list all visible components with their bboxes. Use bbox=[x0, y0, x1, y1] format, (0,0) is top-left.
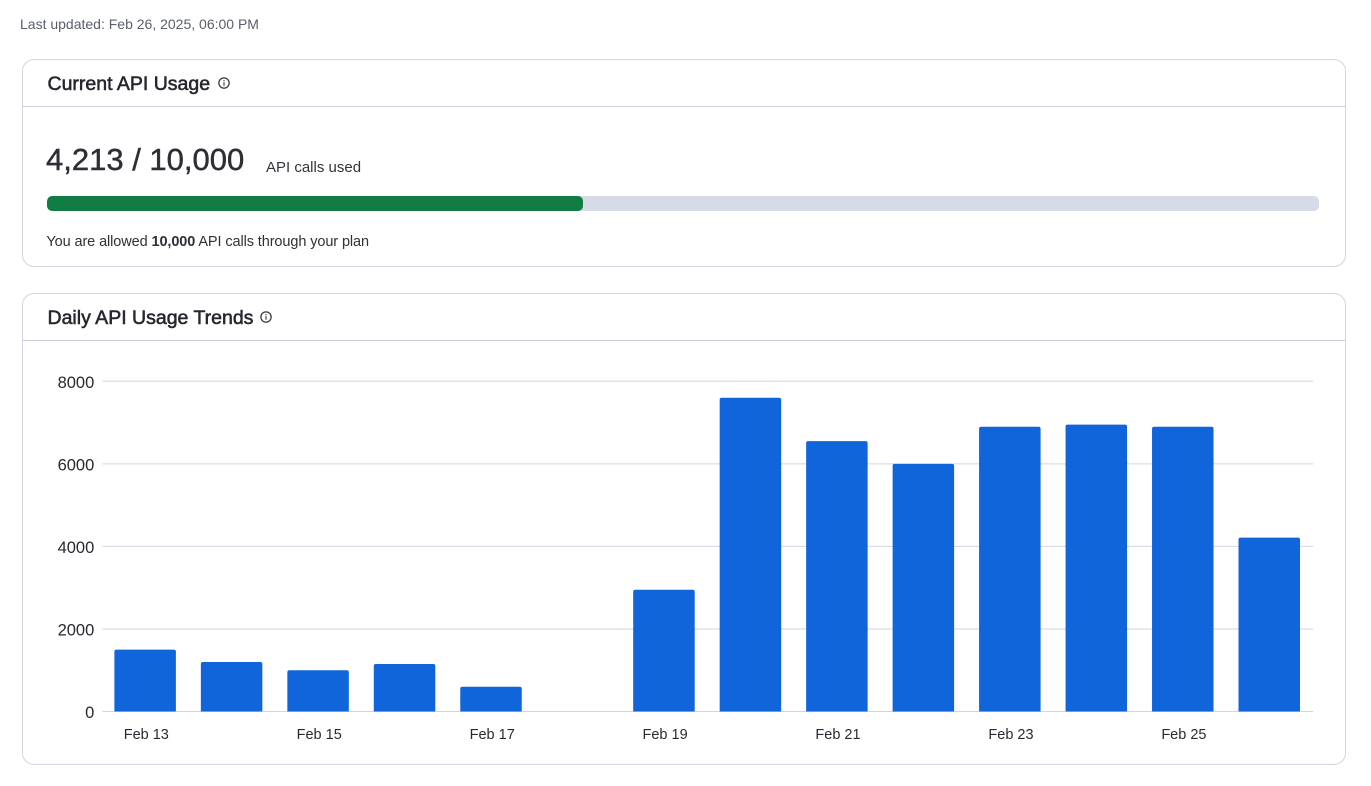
svg-text:2000: 2000 bbox=[57, 621, 94, 639]
svg-text:8000: 8000 bbox=[57, 374, 94, 392]
svg-text:Feb 17: Feb 17 bbox=[469, 727, 514, 743]
svg-text:Feb 23: Feb 23 bbox=[988, 727, 1033, 743]
svg-text:Feb 21: Feb 21 bbox=[815, 727, 860, 743]
svg-text:Feb 25: Feb 25 bbox=[1161, 727, 1206, 743]
svg-text:0: 0 bbox=[85, 704, 94, 722]
svg-text:4000: 4000 bbox=[57, 539, 94, 557]
svg-text:Feb 15: Feb 15 bbox=[296, 727, 341, 743]
svg-text:Feb 19: Feb 19 bbox=[642, 727, 687, 743]
svg-text:Feb 13: Feb 13 bbox=[124, 727, 169, 743]
svg-text:6000: 6000 bbox=[57, 456, 94, 474]
